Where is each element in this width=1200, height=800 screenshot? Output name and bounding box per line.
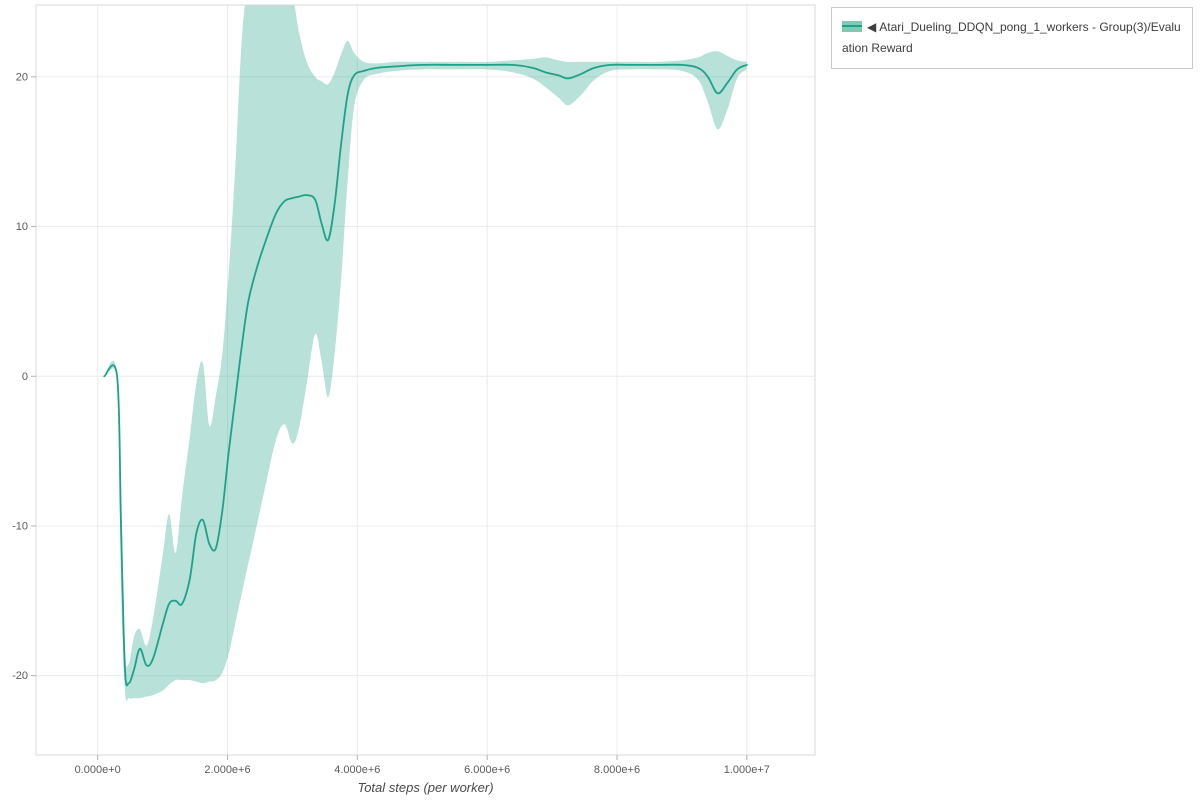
svg-text:0: 0 xyxy=(22,371,28,383)
confidence-band xyxy=(104,5,747,701)
svg-text:1.000e+7: 1.000e+7 xyxy=(724,764,770,776)
legend-series-label: Atari_Dueling_DDQN_pong_1_workers - Grou… xyxy=(842,20,1181,55)
gridlines xyxy=(36,5,815,755)
svg-text:-10: -10 xyxy=(12,520,28,532)
legend-swatch-icon xyxy=(842,21,862,32)
svg-text:20: 20 xyxy=(16,71,28,83)
x-axis-title: Total steps (per worker) xyxy=(357,780,494,795)
tick-marks xyxy=(31,76,748,760)
svg-text:2.000e+6: 2.000e+6 xyxy=(204,764,250,776)
svg-text:6.000e+6: 6.000e+6 xyxy=(464,764,510,776)
svg-text:8.000e+6: 8.000e+6 xyxy=(594,764,640,776)
svg-text:-20: -20 xyxy=(12,670,28,682)
y-tick-labels: -20 -10 0 10 20 xyxy=(12,71,28,682)
plot-border xyxy=(35,4,816,756)
svg-text:4.000e+6: 4.000e+6 xyxy=(334,764,380,776)
svg-text:0.000e+0: 0.000e+0 xyxy=(75,764,121,776)
legend[interactable]: ◀ Atari_Dueling_DDQN_pong_1_workers - Gro… xyxy=(831,7,1193,69)
plot-area: 0.000e+0 2.000e+6 4.000e+6 6.000e+6 8.000e+6… xyxy=(12,4,816,776)
x-tick-labels: 0.000e+0 2.000e+6 4.000e+6 6.000e+6 8.000e+6… xyxy=(75,764,770,776)
svg-text:10: 10 xyxy=(16,221,28,233)
legend-collapse-icon[interactable]: ◀ xyxy=(867,20,877,34)
legend-line-icon xyxy=(842,25,862,27)
mean-line xyxy=(103,63,748,687)
